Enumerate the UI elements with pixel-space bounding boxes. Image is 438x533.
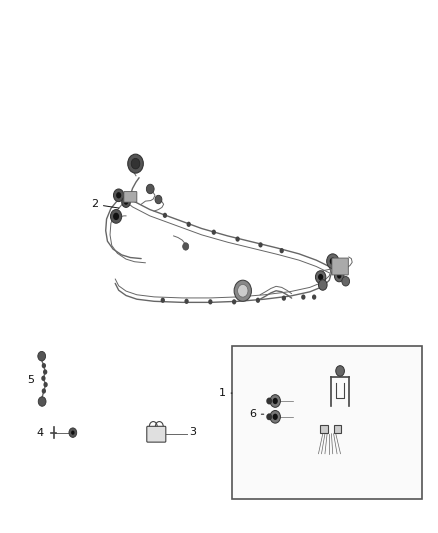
Circle shape (212, 230, 216, 235)
Circle shape (113, 189, 124, 201)
Circle shape (43, 369, 47, 375)
Circle shape (187, 222, 191, 227)
Circle shape (122, 197, 131, 207)
Circle shape (232, 299, 236, 304)
Circle shape (336, 366, 344, 376)
Circle shape (163, 213, 167, 218)
Text: 3: 3 (189, 426, 196, 437)
Circle shape (38, 397, 46, 406)
Circle shape (236, 237, 240, 241)
Circle shape (208, 299, 212, 304)
Text: 2: 2 (91, 199, 119, 209)
Circle shape (234, 280, 251, 301)
Circle shape (258, 242, 263, 247)
Circle shape (69, 428, 77, 438)
Circle shape (301, 294, 305, 300)
Circle shape (113, 213, 119, 220)
Circle shape (161, 297, 165, 303)
Text: 6: 6 (249, 409, 264, 419)
Circle shape (237, 285, 248, 297)
FancyBboxPatch shape (124, 191, 137, 202)
Circle shape (270, 410, 280, 423)
Circle shape (282, 295, 286, 301)
Circle shape (315, 271, 326, 284)
Circle shape (184, 298, 189, 304)
Bar (334, 425, 341, 433)
Circle shape (116, 192, 121, 198)
Circle shape (42, 389, 46, 393)
Circle shape (335, 270, 344, 282)
Text: 4: 4 (37, 427, 44, 438)
Circle shape (342, 277, 350, 286)
Bar (320, 425, 328, 433)
Circle shape (327, 254, 339, 269)
Circle shape (270, 394, 280, 407)
Circle shape (318, 274, 323, 280)
Circle shape (183, 243, 189, 250)
Circle shape (38, 351, 46, 361)
Circle shape (146, 184, 154, 193)
Circle shape (256, 297, 260, 303)
Circle shape (42, 363, 46, 368)
Circle shape (337, 273, 341, 279)
Circle shape (330, 257, 336, 265)
Text: 1: 1 (219, 388, 232, 398)
Circle shape (41, 376, 46, 381)
Circle shape (272, 414, 278, 420)
Circle shape (267, 398, 272, 404)
Circle shape (267, 414, 272, 420)
Circle shape (128, 154, 143, 173)
Text: 5: 5 (27, 375, 34, 385)
FancyBboxPatch shape (332, 258, 348, 275)
Circle shape (279, 248, 284, 253)
Circle shape (318, 280, 327, 290)
FancyBboxPatch shape (147, 426, 166, 442)
Circle shape (124, 199, 128, 205)
Circle shape (110, 209, 122, 223)
Bar (232, 345, 422, 498)
Circle shape (131, 158, 140, 169)
Circle shape (155, 195, 162, 204)
Circle shape (312, 294, 316, 300)
Circle shape (43, 382, 48, 387)
Circle shape (71, 431, 74, 435)
Circle shape (272, 398, 278, 404)
